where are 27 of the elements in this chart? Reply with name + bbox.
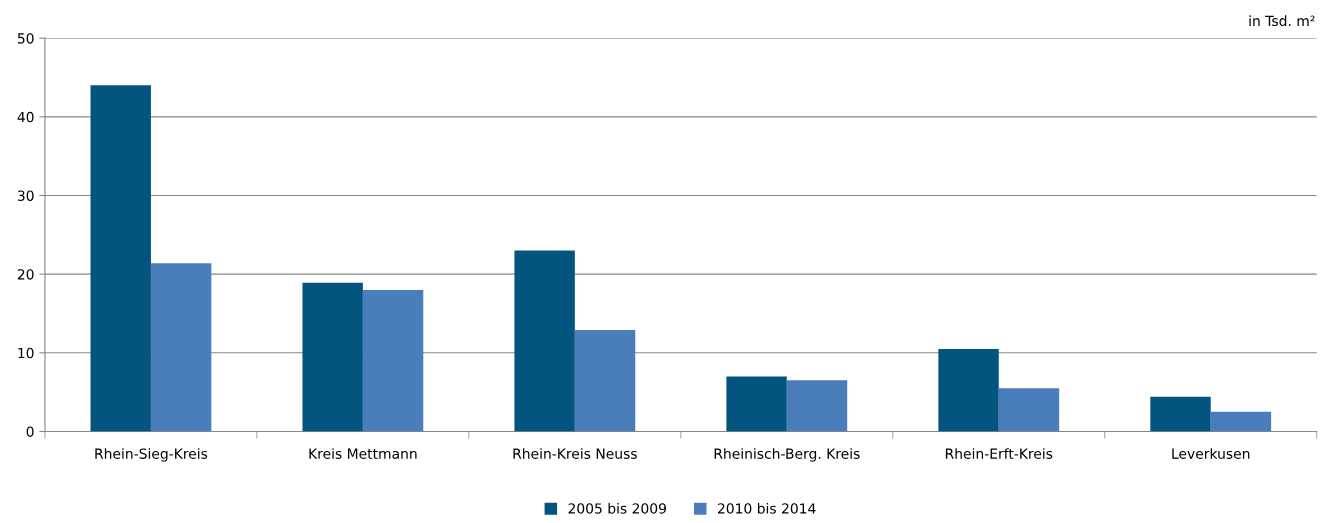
y-tick-label: 0: [26, 426, 34, 437]
bar: [1150, 396, 1211, 432]
y-tick-label: 40: [17, 111, 34, 123]
bar: [150, 263, 212, 432]
y-tick-label: 50: [17, 33, 34, 44]
x-tick-label: Leverkusen: [1172, 448, 1250, 459]
bar: [998, 388, 1060, 432]
y-tick-label: 10: [18, 347, 34, 359]
text: in Tsd. m²: [1249, 15, 1315, 27]
bar: [362, 289, 424, 432]
x-tick-label: Rheinisch-Berg. Kreis: [714, 448, 860, 462]
bar: [1210, 411, 1272, 432]
x-tick-label: Rhein-Sieg-Kreis: [95, 448, 208, 462]
x-tick-label: Rhein-Kreis Neuss: [513, 448, 637, 459]
bar: [514, 250, 575, 432]
bar: [90, 85, 151, 432]
x-tick-label: Rhein-Erft-Kreis: [945, 448, 1053, 459]
bar: [302, 282, 363, 432]
x-tick-label: Kreis Mettmann: [309, 448, 417, 459]
y-tick-label: 20: [17, 269, 34, 280]
bar: [786, 380, 848, 432]
y-tick-label: 30: [17, 190, 34, 201]
bar: [574, 330, 636, 432]
bar: [726, 376, 787, 432]
legend-label: 2005 bis 2009: [568, 502, 666, 514]
legend-label: 2010 bis 2014: [717, 502, 816, 514]
bar: [938, 348, 999, 432]
